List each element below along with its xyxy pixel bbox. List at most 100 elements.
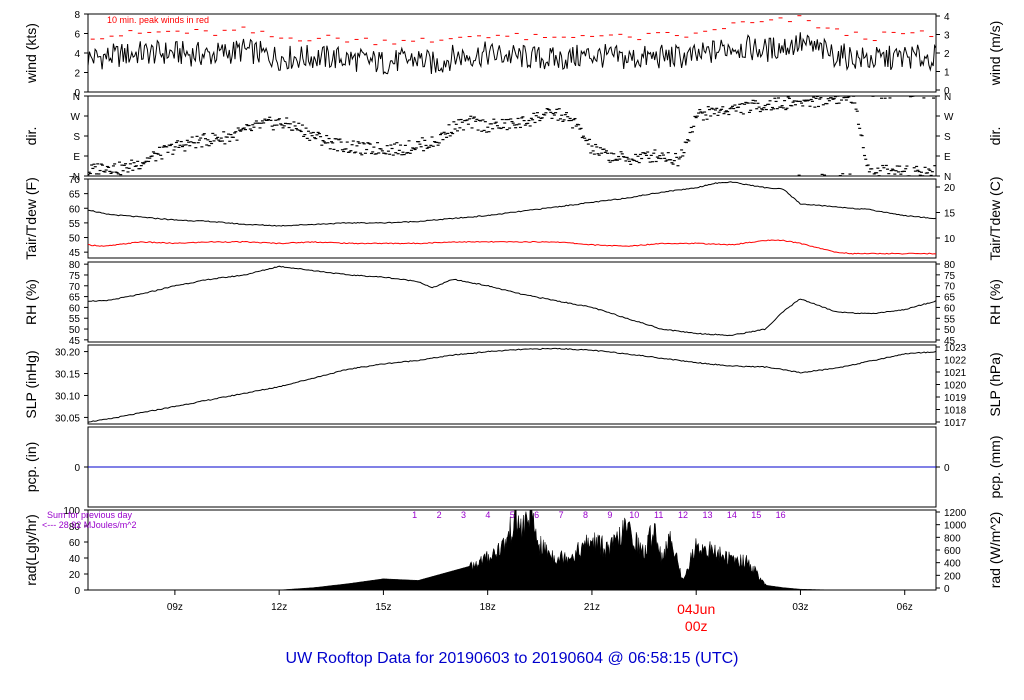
tair_tdew-line-0 <box>88 181 936 227</box>
hour-label: 10 <box>629 510 639 520</box>
panel-data <box>88 265 936 337</box>
panel-tair_tdew: Tair/Tdew (F) Tair/Tdew (C) 45 50 55 60 65 70 10… <box>23 175 1003 261</box>
y-tick-label-right: 600 <box>944 546 961 557</box>
hour-label: 9 <box>607 510 612 520</box>
peak-wind-note: 10 min. peak winds in red <box>107 15 209 25</box>
y-tick-label-right: 70 <box>944 282 956 293</box>
y-tick-label-right: 2 <box>944 49 950 60</box>
panel-data <box>88 347 936 423</box>
y-axis-label-left: wind (kts) <box>23 23 39 84</box>
y-tick-label-left: 65 <box>69 293 81 304</box>
y-tick-label-right: 15 <box>944 209 956 220</box>
x-tick-label: 03z <box>792 602 808 613</box>
y-tick-label-left: 30.10 <box>55 391 80 402</box>
y-tick-label-right: 60 <box>944 303 956 314</box>
y-axis-label-right: SLP (hPa) <box>987 352 1003 416</box>
x-day-label: 04Jun <box>677 601 715 617</box>
panel-data <box>88 15 936 75</box>
y-tick-label-right: 45 <box>944 336 956 347</box>
x-tick-label: 21z <box>584 602 600 613</box>
figure-caption: UW Rooftop Data for 20190603 to 20190604… <box>285 650 739 667</box>
tair_tdew-line-1 <box>88 239 936 255</box>
panel-slp: SLP (inHg) SLP (hPa) 30.05 30.10 30.15 30.20 1… <box>23 343 1003 429</box>
y-tick-label-left: 55 <box>69 219 81 230</box>
hour-label: 11 <box>654 510 663 520</box>
y-axis-label-left: SLP (inHg) <box>23 350 39 418</box>
y-tick-label-right: 200 <box>944 571 961 582</box>
panel-frame <box>87 344 937 425</box>
y-tick-label-right: 0 <box>944 463 950 474</box>
y-axis-label-right: wind (m/s) <box>987 21 1003 87</box>
y-axis-label-left: dir. <box>23 127 39 146</box>
y-tick-label-left: 60 <box>69 303 81 314</box>
y-tick-label-left: 75 <box>69 271 81 282</box>
y-tick-label-right: 400 <box>944 559 961 570</box>
wind-speed-line <box>88 32 936 75</box>
y-tick-label-left: N <box>73 92 80 103</box>
y-tick-label-right: 1 <box>944 68 950 79</box>
y-tick-label-left: 30.15 <box>55 370 80 381</box>
y-tick-label-left: 45 <box>69 248 81 259</box>
hour-label: 15 <box>751 510 761 520</box>
y-tick-label-left: S <box>73 132 80 143</box>
y-tick-label-left: 8 <box>74 10 80 21</box>
hour-label: 4 <box>485 510 490 520</box>
y-tick-label-right: 65 <box>944 293 956 304</box>
radiation-sum-note: Sum for previous day <box>47 510 133 520</box>
panel-rad: rad(Lgly/hr) rad (W/m^2)02040608010002004… <box>23 506 1003 597</box>
hour-label: 3 <box>461 510 466 520</box>
y-tick-label-left: N <box>73 172 80 183</box>
y-tick-label-right: 0 <box>944 584 950 595</box>
y-tick-label-left: 100 <box>63 506 80 517</box>
hour-label: 12 <box>678 510 688 520</box>
y-tick-label-left: 0 <box>74 463 80 474</box>
y-tick-label-right: 800 <box>944 533 961 544</box>
y-axis-label-right: Tair/Tdew (C) <box>987 176 1003 260</box>
y-tick-label-right: 1200 <box>944 508 967 519</box>
y-axis-label-right: pcp. (mm) <box>987 436 1003 499</box>
x-tick-label: 18z <box>480 602 496 613</box>
x-tick-label-midnight: 00z <box>685 618 708 634</box>
y-tick-label-right: 0 <box>944 86 950 97</box>
y-tick-label-left: 40 <box>69 554 81 565</box>
y-tick-label-left: W <box>71 112 81 123</box>
x-axis: 09z 12z 15z 18z 21z 00z 03z 06z 04Jun <box>167 590 913 634</box>
y-tick-label-left: 55 <box>69 314 81 325</box>
y-tick-label-right: 1020 <box>944 381 967 392</box>
y-axis-label-left: Tair/Tdew (F) <box>23 177 39 259</box>
y-tick-label-right: 80 <box>944 260 956 271</box>
panel-rh: RH (%) RH (%)4550556065707580455055606570… <box>23 260 1003 347</box>
y-axis-label-left: pcp. (in) <box>23 442 39 493</box>
slp-line-0 <box>88 347 936 423</box>
y-tick-label-right: 1019 <box>944 393 967 404</box>
y-tick-label-left: 80 <box>69 522 81 533</box>
y-tick-label-left: 6 <box>74 30 80 41</box>
y-tick-label-left: 70 <box>69 282 81 293</box>
y-tick-label-left: 50 <box>69 325 81 336</box>
y-axis-label-right: RH (%) <box>987 279 1003 325</box>
x-tick-label: 12z <box>271 602 287 613</box>
panel-pcp: pcp. (in) pcp. (mm) 0 0 <box>23 426 1003 508</box>
y-tick-label-right: 20 <box>944 183 956 194</box>
y-axis-label-left: rad(Lgly/hr) <box>23 514 39 586</box>
panel-data <box>272 510 853 590</box>
y-tick-label-left: 65 <box>69 190 81 201</box>
y-tick-label-right: 3 <box>944 31 950 42</box>
hour-label: 8 <box>583 510 588 520</box>
hour-label: 13 <box>702 510 712 520</box>
y-tick-label-right: E <box>944 152 951 163</box>
y-tick-label-right: 55 <box>944 314 956 325</box>
y-tick-label-right: N <box>944 172 951 183</box>
y-tick-label-right: 1023 <box>944 343 967 354</box>
y-tick-label-right: 50 <box>944 325 956 336</box>
y-tick-label-left: 60 <box>69 204 81 215</box>
x-tick-label: 15z <box>375 602 391 613</box>
y-axis-label-left: RH (%) <box>23 279 39 325</box>
y-tick-label-right: 75 <box>944 271 956 282</box>
y-tick-label-left: 45 <box>69 336 81 347</box>
hour-label: 5 <box>510 510 515 520</box>
y-axis-label-right: rad (W/m^2) <box>987 512 1003 589</box>
panel-frame <box>87 261 937 343</box>
